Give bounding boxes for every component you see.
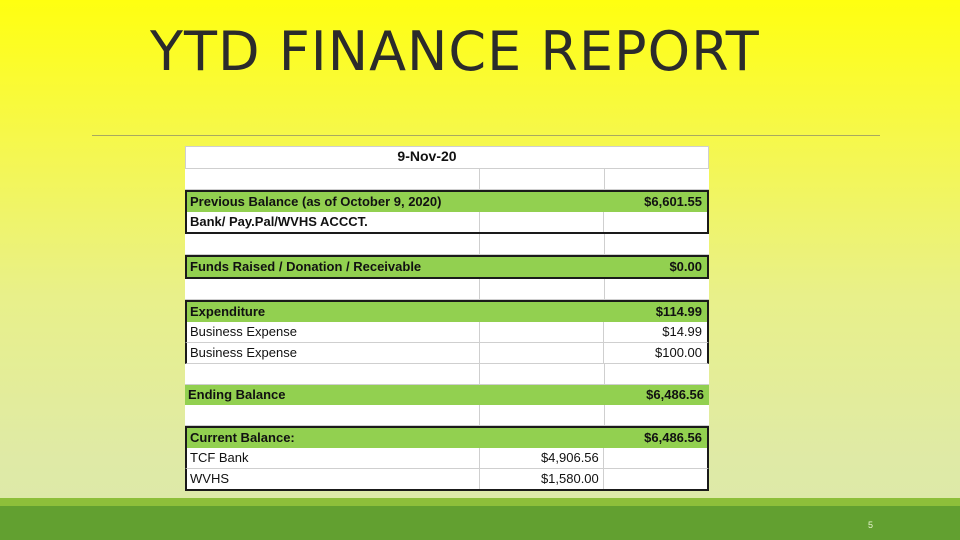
holding-row: TCF Bank $4,906.56 <box>185 448 709 469</box>
expense-row: Business Expense $100.00 <box>185 343 709 364</box>
accounts-row: Bank/ Pay.Pal/WVHS ACCCT. <box>185 212 709 234</box>
ending-balance-value: $6,486.56 <box>646 387 704 402</box>
funds-raised-label: Funds Raised / Donation / Receivable <box>190 259 422 274</box>
holding-label: WVHS <box>187 469 480 489</box>
blank-row <box>185 234 709 255</box>
funds-raised-row: Funds Raised / Donation / Receivable $0.… <box>185 255 709 279</box>
expense-label: Business Expense <box>187 343 480 363</box>
expenditure-value: $114.99 <box>655 304 702 319</box>
footer-bar <box>0 498 960 540</box>
ending-balance-label: Ending Balance <box>188 387 286 402</box>
expense-value: $14.99 <box>662 324 702 339</box>
previous-balance-label: Previous Balance (as of October 9, 2020) <box>190 194 442 209</box>
finance-table: 9-Nov-20 Previous Balance (as of October… <box>185 146 709 491</box>
slide-title: YTD FINANCE REPORT <box>150 20 760 83</box>
funds-raised-value: $0.00 <box>669 259 702 274</box>
blank-row <box>185 364 709 385</box>
accounts-label: Bank/ Pay.Pal/WVHS ACCCT. <box>187 212 480 232</box>
current-balance-value: $6,486.56 <box>644 430 702 445</box>
expenditure-label: Expenditure <box>190 304 266 319</box>
title-divider <box>92 135 880 136</box>
holding-value: $1,580.00 <box>480 469 604 489</box>
report-date: 9-Nov-20 <box>397 148 457 164</box>
date-header-row: 9-Nov-20 <box>185 146 709 169</box>
expenditure-row: Expenditure $114.99 <box>185 300 709 322</box>
blank-row <box>185 279 709 300</box>
current-balance-label: Current Balance: <box>190 430 295 445</box>
expense-label: Business Expense <box>187 322 480 342</box>
page-number: 5 <box>868 520 874 530</box>
holding-label: TCF Bank <box>187 448 480 468</box>
holding-value: $4,906.56 <box>480 448 604 468</box>
ending-balance-row: Ending Balance $6,486.56 <box>185 385 709 405</box>
blank-row <box>185 405 709 426</box>
holding-row: WVHS $1,580.00 <box>185 469 709 491</box>
expense-value: $100.00 <box>655 345 702 360</box>
previous-balance-value: $6,601.55 <box>644 194 702 209</box>
blank-row <box>185 169 709 190</box>
expense-row: Business Expense $14.99 <box>185 322 709 343</box>
current-balance-row: Current Balance: $6,486.56 <box>185 426 709 448</box>
previous-balance-row: Previous Balance (as of October 9, 2020)… <box>185 190 709 212</box>
